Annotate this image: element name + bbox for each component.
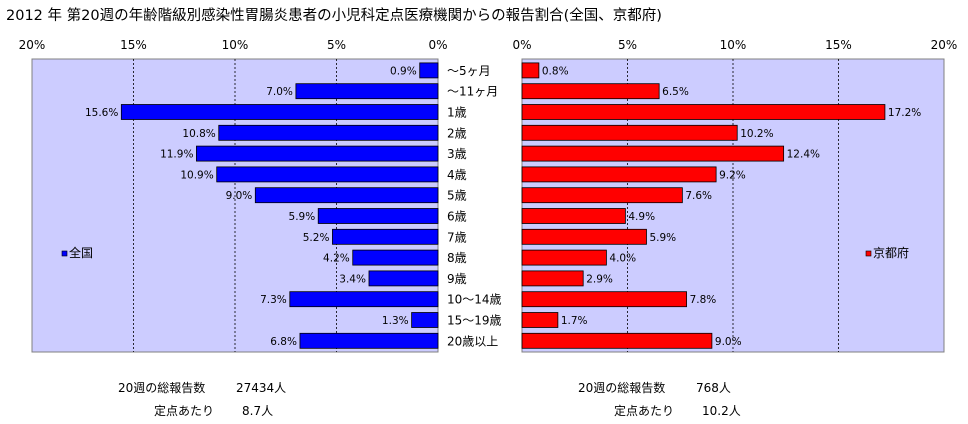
bar-national [196,145,439,162]
total-value-national: 27434人 [236,381,287,395]
footer-national: 20週の総報告数 27434人 定点あたり 8.7人 [118,379,286,419]
bar-kyoto [521,291,687,308]
data-label-national: 3.4% [339,273,366,285]
data-label-national: 7.0% [266,86,293,98]
right-panel-kyoto: 0% 5% 10% 15% 20% 0.8% 6.5% 17.2% 10.2% 12.4% 9.2%… [512,38,958,353]
bar-kyoto [521,83,660,100]
legend-label-kyoto: 京都府 [873,245,909,260]
data-label-kyoto: 9.2% [719,169,746,181]
bar-kyoto [521,332,713,349]
category-label: ～5ヶ月 [447,64,491,78]
x-tick-label-national: 20% [19,38,46,52]
data-label-national: 1.3% [382,315,409,327]
data-label-national: 9.0% [226,190,253,202]
data-label-kyoto: 7.8% [690,294,717,306]
category-label: 2歳 [447,126,467,140]
data-label-kyoto: 7.6% [685,190,712,202]
data-label-kyoto: 12.4% [787,149,820,161]
category-label: ～11ヶ月 [447,85,498,99]
x-tick-label-kyoto: 5% [618,38,637,52]
data-label-kyoto: 5.9% [649,232,676,244]
bar-kyoto [521,208,626,224]
total-label-kyoto: 20週の総報告数 [578,381,666,395]
data-label-national: 10.8% [182,128,215,140]
bar-kyoto [521,270,584,287]
bar-kyoto [521,312,559,328]
category-label: 5歳 [447,189,467,203]
data-label-national: 15.6% [85,107,118,119]
data-label-kyoto: 2.9% [586,273,613,285]
x-tick-label-national: 5% [327,38,346,52]
avg-label-national: 定点あたり [154,404,215,418]
data-label-national: 11.9% [160,149,193,161]
data-label-kyoto: 17.2% [888,107,921,119]
bar-national [411,312,439,328]
bar-national [216,166,439,183]
bar-national [352,249,439,266]
bar-national [317,208,439,224]
x-tick-label-kyoto: 20% [931,38,958,52]
category-label: 7歳 [447,230,467,244]
category-label: 8歳 [447,251,467,265]
x-tick-label-national: 10% [222,38,249,52]
data-label-kyoto: 6.5% [662,86,689,98]
x-tick-label-kyoto: 0% [512,38,531,52]
data-label-kyoto: 9.0% [715,336,742,348]
bar-national [254,187,439,204]
bar-kyoto [521,104,886,120]
category-label: 1歳 [447,106,467,120]
bar-kyoto [521,187,683,204]
category-label: 10～14歳 [447,293,502,307]
avg-value-kyoto: 10.2人 [702,404,741,418]
avg-value-national: 8.7人 [242,404,274,418]
data-label-national: 6.8% [270,336,297,348]
x-tick-label-kyoto: 15% [825,38,852,52]
data-label-national: 5.2% [303,232,330,244]
data-label-national: 4.2% [323,253,350,265]
bar-national [120,104,439,120]
bar-national [218,124,439,141]
data-label-kyoto: 4.0% [609,253,636,265]
category-label: 9歳 [447,272,467,286]
bar-national [368,270,439,287]
category-labels: ～5ヶ月 ～11ヶ月 1歳 2歳 3歳 4歳 5歳 6歳 7歳 8歳 9歳 10～14歳 15～19歳 2… [447,64,502,348]
bar-national [295,83,439,100]
total-value-kyoto: 768人 [696,381,731,395]
category-label: 6歳 [447,210,467,224]
legend-label-national: 全国 [69,245,93,260]
data-label-national: 7.3% [260,294,287,306]
data-label-kyoto: 10.2% [740,128,773,140]
data-label-kyoto: 4.9% [628,211,655,223]
bar-kyoto [521,249,607,266]
category-label: 15～19歳 [447,314,502,328]
data-label-kyoto: 0.8% [542,65,569,77]
avg-label-kyoto: 定点あたり [614,404,675,418]
bar-national [289,291,439,308]
category-label: 4歳 [447,168,467,182]
x-tick-label-national: 0% [428,38,447,52]
category-label: 20歳以上 [447,334,498,348]
footer-kyoto: 20週の総報告数 768人 定点あたり 10.2人 [578,379,741,419]
bar-kyoto [521,145,785,162]
bar-kyoto [521,166,717,183]
data-label-kyoto: 1.7% [561,315,588,327]
data-label-national: 0.9% [390,65,417,77]
legend-swatch-national [61,250,68,257]
bar-kyoto [521,124,738,141]
bar-kyoto [521,62,540,79]
x-tick-label-national: 15% [120,38,147,52]
bar-national [299,332,439,349]
legend-swatch-kyoto [865,250,872,257]
bar-kyoto [521,228,647,245]
x-tick-label-kyoto: 10% [720,38,747,52]
left-panel-national: 0% 5% 10% 15% 20% 0.9% 7.0% 15.6% 10.8% 11.9% 10.9… [19,38,448,353]
bar-national [332,228,439,245]
data-label-national: 10.9% [180,169,213,181]
data-label-national: 5.9% [289,211,316,223]
chart-title: 2012 年 第20週の年齢階級別感染性胃腸炎患者の小児科定点医療機関からの報告… [6,6,662,24]
total-label-national: 20週の総報告数 [118,381,206,395]
category-label: 3歳 [447,147,467,161]
bar-national [419,62,439,79]
